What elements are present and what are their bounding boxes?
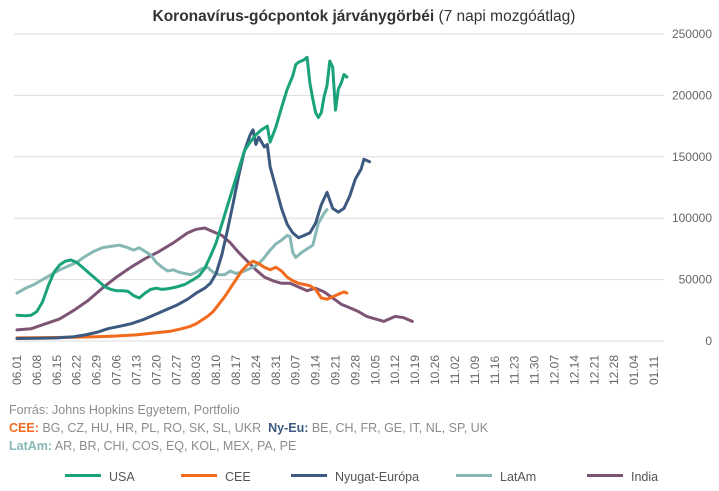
x-tick-label: 11.23 bbox=[508, 356, 522, 385]
x-tick-label: 07.06 bbox=[110, 355, 124, 385]
series-line-latam bbox=[15, 208, 329, 295]
legend-label-india: India bbox=[631, 470, 659, 484]
footer-latam-countries: AR, BR, CHI, COS, EQ, KOL, MEX, PA, PE bbox=[52, 439, 297, 453]
x-tick-label: 01.11 bbox=[647, 356, 661, 385]
x-tick-label: 11.09 bbox=[468, 356, 482, 385]
grid-lines bbox=[14, 33, 664, 342]
legend-item-cee: CEE bbox=[181, 470, 251, 484]
x-tick-label: 06.01 bbox=[10, 355, 24, 385]
x-tick-label: 07.13 bbox=[129, 355, 143, 385]
x-tick-label: 12.07 bbox=[547, 355, 561, 385]
x-tick-label: 08.03 bbox=[189, 355, 203, 385]
legend-item-latam: LatAm bbox=[456, 470, 536, 484]
x-axis-ticks: 06.01 06.08 06.15 06.22 06.29 07.06 07.13 07.20… bbox=[10, 355, 661, 385]
footer-cee-countries: BG, CZ, HU, HR, PL, RO, SK, SL, UKR bbox=[38, 421, 262, 435]
x-tick-label: 09.07 bbox=[289, 355, 303, 385]
x-tick-label: 12.14 bbox=[567, 355, 581, 385]
series-line-nyugat-eur-pa bbox=[15, 128, 372, 340]
x-tick-label: 06.22 bbox=[70, 355, 84, 385]
legend-item-nyugat-europa: Nyugat-Európa bbox=[291, 470, 419, 484]
footer-latam-label: LatAm: bbox=[9, 439, 53, 453]
series-line-india bbox=[15, 226, 414, 332]
x-tick-label: 08.24 bbox=[249, 355, 263, 385]
footer-nyeu-label: Ny-Eu: bbox=[268, 421, 309, 435]
legend-item-usa: USA bbox=[65, 470, 135, 484]
legend-label-nyugat-europa: Nyugat-Európa bbox=[335, 470, 420, 484]
series-lines bbox=[15, 55, 414, 340]
footer-source: Forrás: Johns Hopkins Egyetem, Portfolio bbox=[9, 403, 240, 417]
legend-label-cee: CEE bbox=[225, 470, 251, 484]
legend-swatch-usa bbox=[65, 474, 101, 478]
x-tick-label: 12.28 bbox=[607, 355, 621, 385]
y-tick-label: 200000 bbox=[672, 88, 712, 102]
y-axis-ticks: 0 50000 100000 150000 200000 250000 bbox=[672, 27, 712, 348]
legend-swatch-nyugat-europa bbox=[291, 474, 327, 478]
x-tick-label: 09.21 bbox=[329, 355, 343, 385]
x-tick-label: 11.30 bbox=[528, 356, 542, 385]
legend-swatch-latam bbox=[456, 474, 492, 478]
x-tick-label: 10.26 bbox=[428, 355, 442, 385]
chart-title-bold: Koronavírus-gócpontok járványgörbéi bbox=[153, 8, 435, 25]
x-tick-label: 06.08 bbox=[30, 355, 44, 385]
x-tick-label: 10.05 bbox=[368, 355, 382, 385]
legend-swatch-cee bbox=[181, 474, 217, 478]
x-tick-label: 06.15 bbox=[50, 355, 64, 385]
x-tick-label: 01.04 bbox=[627, 355, 641, 385]
series-line-cee bbox=[15, 259, 349, 340]
x-tick-label: 12.21 bbox=[587, 355, 601, 385]
x-tick-label: 09.28 bbox=[348, 355, 362, 385]
footer-nyeu-countries: BE, CH, FR, GE, IT, NL, SP, UK bbox=[308, 421, 489, 435]
y-tick-label: 150000 bbox=[672, 150, 712, 164]
chart-title: Koronavírus-gócpontok járványgörbéi (7 n… bbox=[153, 8, 576, 25]
x-tick-label: 06.29 bbox=[90, 355, 104, 385]
y-tick-label: 100000 bbox=[672, 211, 712, 225]
x-tick-label: 10.19 bbox=[408, 355, 422, 385]
legend-label-latam: LatAm bbox=[500, 470, 537, 484]
x-tick-label: 07.20 bbox=[149, 355, 163, 385]
footer-cee-label: CEE: bbox=[9, 421, 39, 435]
series-line-usa bbox=[15, 55, 349, 318]
chart-title-rest: (7 napi mozgóátlag) bbox=[434, 8, 575, 25]
x-tick-label: 08.10 bbox=[209, 355, 223, 385]
x-tick-label: 08.17 bbox=[229, 355, 243, 385]
x-tick-label: 07.27 bbox=[169, 355, 183, 385]
x-tick-label: 10.12 bbox=[388, 355, 402, 385]
y-tick-label: 50000 bbox=[679, 273, 713, 287]
legend-swatch-india bbox=[587, 474, 623, 478]
y-tick-label: 0 bbox=[705, 334, 712, 348]
legend-label-usa: USA bbox=[109, 470, 135, 484]
legend: USA CEE Nyugat-Európa LatAm India bbox=[0, 470, 719, 488]
x-tick-label: 11.02 bbox=[448, 356, 462, 385]
x-tick-label: 11.16 bbox=[488, 356, 502, 385]
legend-item-india: India bbox=[587, 470, 658, 484]
footer-cee: CEE: BG, CZ, HU, HR, PL, RO, SK, SL, UKR… bbox=[9, 421, 488, 435]
footer-latam: LatAm: AR, BR, CHI, COS, EQ, KOL, MEX, P… bbox=[9, 439, 296, 453]
x-tick-label: 08.31 bbox=[269, 355, 283, 385]
y-tick-label: 250000 bbox=[672, 27, 712, 41]
x-tick-label: 09.14 bbox=[309, 355, 323, 385]
